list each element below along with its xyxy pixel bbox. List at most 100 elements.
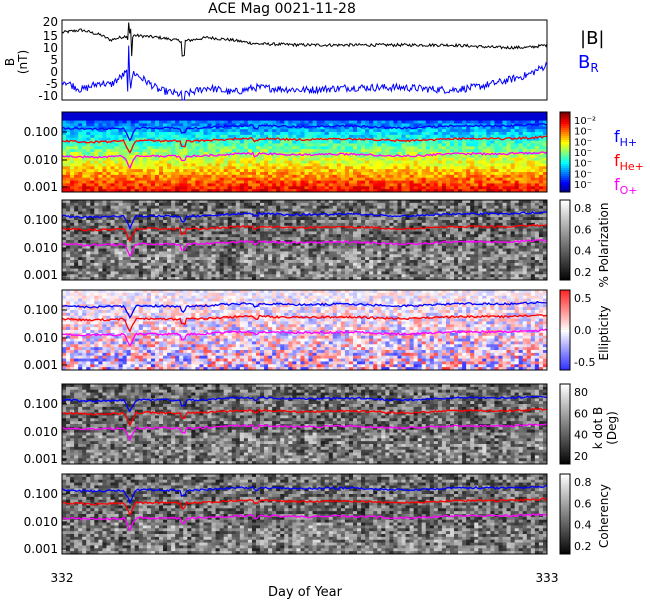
heatmap-cell <box>66 160 71 164</box>
heatmap-cell <box>324 186 330 190</box>
heatmap-cell <box>502 126 507 130</box>
heatmap-cell <box>462 120 467 124</box>
heatmap-cell <box>187 245 192 249</box>
heatmap-cell <box>82 277 87 281</box>
heatmap-cell <box>247 205 253 209</box>
heatmap-cell <box>171 271 176 275</box>
heatmap-cell <box>175 251 180 255</box>
heatmap-cell <box>187 157 192 161</box>
heatmap-cell <box>425 129 431 133</box>
series-br-line <box>61 45 548 101</box>
heatmap-cell <box>268 277 273 281</box>
heatmap-cell <box>98 157 103 161</box>
heatmap-cell <box>191 186 196 190</box>
heatmap-cell <box>203 251 208 255</box>
heatmap-cell <box>251 234 257 238</box>
heatmap-cell <box>518 146 524 150</box>
heatmap-cell <box>304 140 309 144</box>
heatmap-cell <box>437 163 443 167</box>
heatmap-cell <box>106 231 111 235</box>
heatmap-cell <box>187 163 192 167</box>
heatmap-cell <box>231 177 237 181</box>
heatmap-cell <box>74 262 79 267</box>
heatmap-cell <box>175 245 180 249</box>
heatmap-cell <box>118 240 124 244</box>
heatmap-cell <box>247 132 253 136</box>
heatmap-cell <box>530 154 536 159</box>
heatmap-cell <box>256 251 261 255</box>
heatmap-cell <box>163 237 168 241</box>
heatmap-cell <box>62 157 67 161</box>
heatmap-cell <box>510 163 516 167</box>
colorbar-segment <box>560 188 570 191</box>
heatmap-cell <box>163 186 168 190</box>
heatmap-cell <box>130 146 136 150</box>
heatmap-cell <box>183 205 188 209</box>
heatmap-cell <box>231 217 237 221</box>
heatmap-cell <box>264 222 269 227</box>
heatmap-cell <box>138 149 144 153</box>
heatmap-cell <box>450 112 455 116</box>
heatmap-cell <box>369 189 374 193</box>
heatmap-cell <box>441 134 447 139</box>
heatmap-cell <box>506 183 512 187</box>
heatmap-cell <box>336 177 342 181</box>
heatmap-cell <box>154 114 160 119</box>
heatmap-cell <box>223 200 229 204</box>
heatmap-cell <box>344 183 350 187</box>
heatmap-cell <box>207 180 212 184</box>
heatmap-cell <box>494 140 499 144</box>
heatmap-cell <box>251 240 257 244</box>
heatmap-cell <box>308 129 313 133</box>
heatmap-cell <box>482 154 487 159</box>
heatmap-cell <box>458 112 463 116</box>
heatmap-cell <box>264 254 269 258</box>
heatmap-cell <box>90 205 95 209</box>
heatmap-cell <box>425 154 431 159</box>
heatmap-cell <box>470 143 475 147</box>
heatmap-cell <box>534 149 540 153</box>
heatmap-cell <box>207 143 212 147</box>
heatmap-cell <box>102 268 107 272</box>
heatmap-cell <box>268 134 273 139</box>
heatmap-cell <box>187 268 192 272</box>
heatmap-cell <box>268 237 273 241</box>
heatmap-cell <box>94 231 99 235</box>
heatmap-cell <box>62 123 67 127</box>
heatmap-cell <box>506 154 512 159</box>
heatmap-cell <box>126 248 132 252</box>
heatmap-cell <box>260 134 265 139</box>
heatmap-cell <box>171 177 176 181</box>
heatmap-cell <box>66 149 71 153</box>
heatmap-cell <box>219 211 225 215</box>
heatmap-cell <box>401 143 406 147</box>
heatmap-cell <box>369 140 374 144</box>
heatmap-cell <box>223 251 229 255</box>
heatmap-cell <box>502 129 507 133</box>
heatmap-cell <box>381 146 386 150</box>
heatmap-cell <box>292 166 297 170</box>
heatmap-cell <box>126 143 132 147</box>
heatmap-cell <box>534 134 540 139</box>
heatmap-cell <box>183 189 188 193</box>
heatmap-cell <box>187 274 192 278</box>
heatmap-cell <box>167 240 172 244</box>
heatmap-cell <box>167 177 172 181</box>
heatmap-cell <box>478 183 483 187</box>
ytick-20: 20 <box>43 15 58 29</box>
heatmap-cell <box>110 134 115 139</box>
heatmap-cell <box>163 277 168 281</box>
heatmap-cell <box>98 154 103 159</box>
heatmap-cell <box>102 132 107 136</box>
heatmap-cell <box>211 114 216 119</box>
heatmap-cell <box>167 228 172 232</box>
heatmap-cell <box>70 260 75 264</box>
heatmap-cell <box>296 152 301 156</box>
heatmap-cell <box>211 183 216 187</box>
heatmap-cell <box>175 123 180 127</box>
heatmap-cell <box>179 262 184 267</box>
heatmap-cell <box>199 172 204 176</box>
heatmap-cell <box>344 146 350 150</box>
heatmap-cell <box>280 262 285 267</box>
heatmap-cell <box>482 126 487 130</box>
